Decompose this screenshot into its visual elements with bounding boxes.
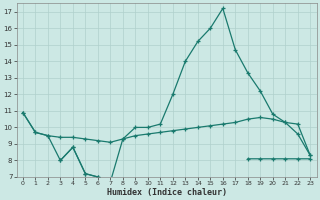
X-axis label: Humidex (Indice chaleur): Humidex (Indice chaleur) xyxy=(107,188,227,197)
